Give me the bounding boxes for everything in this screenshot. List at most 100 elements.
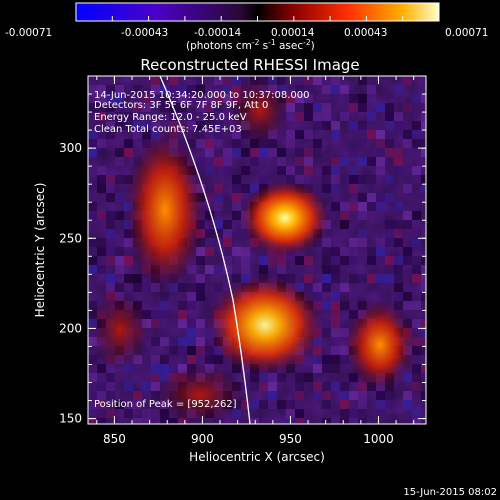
image-pixel	[295, 148, 304, 157]
image-pixel	[142, 409, 151, 418]
date-stamp: 15-Jun-2015 08:02	[403, 487, 497, 498]
image-pixel	[124, 409, 133, 418]
image-pixel	[421, 112, 426, 121]
image-pixel	[142, 103, 151, 112]
image-pixel	[412, 337, 421, 346]
image-pixel	[88, 418, 97, 424]
image-pixel	[214, 220, 223, 229]
image-pixel	[115, 148, 124, 157]
image-pixel	[421, 328, 426, 337]
image-pixel	[214, 229, 223, 238]
image-pixel	[340, 256, 349, 265]
image-pixel	[376, 148, 385, 157]
image-pixel	[223, 265, 232, 274]
image-pixel	[214, 202, 223, 211]
image-pixel	[304, 283, 313, 292]
image-pixel	[313, 103, 322, 112]
image-pixel	[313, 112, 322, 121]
annotation-detectors: Detectors: 3F 5F 6F 7F 8F 9F, Att 0	[94, 100, 268, 111]
image-pixel	[214, 355, 223, 364]
image-pixel	[367, 130, 376, 139]
axis-ticks	[88, 75, 426, 424]
image-pixel	[97, 409, 106, 418]
image-pixel	[304, 130, 313, 139]
image-pixel	[106, 103, 115, 112]
image-pixel	[394, 148, 403, 157]
image-pixel	[322, 301, 331, 310]
image-pixel	[385, 220, 394, 229]
image-pixel	[349, 202, 358, 211]
image-pixel	[295, 256, 304, 265]
image-pixel	[88, 256, 97, 265]
x-tick-label: 1000	[363, 432, 394, 446]
image-pixel	[115, 85, 124, 94]
image-pixel	[250, 157, 259, 166]
image-pixel	[250, 373, 259, 382]
image-pixel	[385, 400, 394, 409]
image-pixel	[412, 166, 421, 175]
image-pixel	[349, 121, 358, 130]
emission-source-main	[240, 180, 330, 256]
image-pixel	[124, 139, 133, 148]
image-pixel	[394, 229, 403, 238]
image-pixel	[358, 391, 367, 400]
image-pixel	[304, 76, 313, 85]
image-pixel	[160, 310, 169, 319]
image-pixel	[403, 247, 412, 256]
image-pixel	[367, 256, 376, 265]
image-pixel	[403, 220, 412, 229]
image-pixel	[133, 274, 142, 283]
image-pixel	[349, 238, 358, 247]
image-pixel	[160, 328, 169, 337]
image-pixel	[385, 175, 394, 184]
image-pixel	[205, 121, 214, 130]
image-pixel	[403, 256, 412, 265]
image-pixel	[403, 76, 412, 85]
image-pixel	[205, 94, 214, 103]
image-pixel	[358, 382, 367, 391]
image-pixel	[358, 238, 367, 247]
image-pixel	[205, 103, 214, 112]
image-pixel	[367, 247, 376, 256]
annotation-method-counts: Clean Total counts: 7.45E+03	[94, 124, 242, 135]
image-pixel	[277, 400, 286, 409]
image-pixel	[322, 175, 331, 184]
image-pixel	[286, 94, 295, 103]
image-pixel	[394, 121, 403, 130]
image-pixel	[97, 85, 106, 94]
image-pixel	[178, 346, 187, 355]
image-pixel	[124, 148, 133, 157]
image-pixel	[268, 139, 277, 148]
image-pixel	[142, 94, 151, 103]
image-pixel	[115, 211, 124, 220]
image-pixel	[304, 373, 313, 382]
image-pixel	[133, 283, 142, 292]
image-pixel	[331, 202, 340, 211]
image-pixel	[286, 103, 295, 112]
image-pixel	[277, 265, 286, 274]
image-pixel	[286, 139, 295, 148]
image-pixel	[421, 418, 426, 424]
image-pixel	[376, 157, 385, 166]
image-pixel	[331, 319, 340, 328]
image-pixel	[358, 139, 367, 148]
image-pixel	[322, 265, 331, 274]
image-pixel	[421, 139, 426, 148]
image-pixel	[205, 112, 214, 121]
image-pixel	[421, 184, 426, 193]
image-pixel	[394, 256, 403, 265]
image-pixel	[151, 382, 160, 391]
image-pixel	[232, 409, 241, 418]
image-pixel	[313, 283, 322, 292]
image-pixel	[331, 247, 340, 256]
image-pixel	[97, 418, 106, 424]
plot-frame	[87, 75, 427, 425]
image-pixel	[421, 265, 426, 274]
image-pixel	[268, 382, 277, 391]
image-pixel	[412, 94, 421, 103]
image-pixel	[385, 193, 394, 202]
image-pixel	[241, 400, 250, 409]
image-pixel	[286, 175, 295, 184]
image-pixel	[340, 409, 349, 418]
image-pixel	[196, 319, 205, 328]
